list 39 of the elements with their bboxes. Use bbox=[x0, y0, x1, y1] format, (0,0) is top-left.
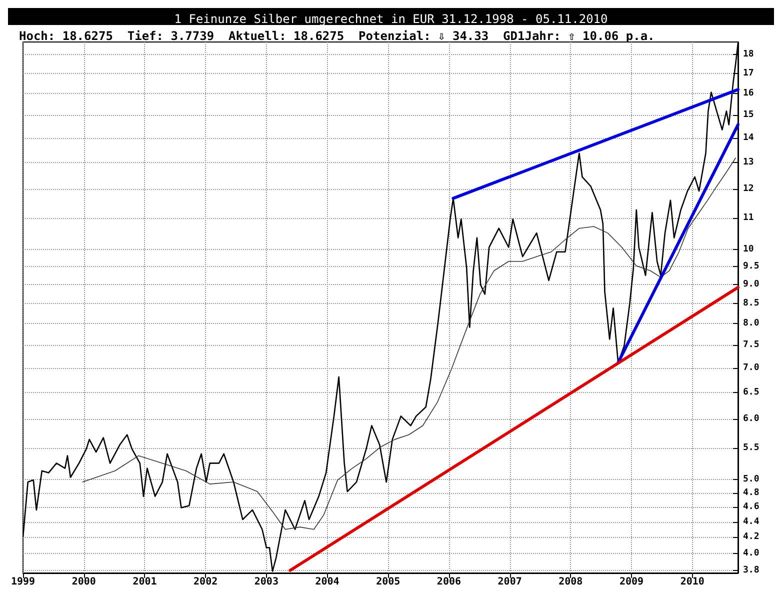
y-tick-label: 8.0 bbox=[743, 318, 760, 329]
x-tick-label: 2008 bbox=[558, 576, 583, 588]
x-tick-label: 2002 bbox=[194, 576, 218, 588]
y-tick-label: 16 bbox=[743, 88, 754, 99]
y-tick-label: 12 bbox=[743, 184, 754, 194]
x-tick-label: 2010 bbox=[680, 576, 704, 588]
y-tick-label: 15 bbox=[743, 110, 754, 120]
y-tick-label: 18 bbox=[743, 50, 754, 60]
y-tick-label: 11 bbox=[743, 212, 754, 223]
x-tick-label: 2003 bbox=[254, 576, 278, 588]
y-tick-label: 17 bbox=[743, 68, 754, 79]
y-tick-label: 3.8 bbox=[743, 565, 760, 576]
y-tick-label: 6.5 bbox=[743, 387, 760, 398]
y-tick-label: 7.5 bbox=[743, 340, 760, 350]
y-tick-label: 10 bbox=[743, 244, 754, 255]
y-tick-label: 9.0 bbox=[743, 279, 760, 290]
x-tick-label: 2000 bbox=[72, 576, 96, 588]
x-tick-label: 1999 bbox=[10, 576, 36, 588]
x-tick-label: 2007 bbox=[498, 576, 522, 588]
y-tick-label: 4.6 bbox=[743, 502, 760, 512]
chart-title: 1 Feinunze Silber umgerechnet in EUR 31.12.1998 - 05.11.2010 bbox=[174, 12, 608, 26]
y-tick-label: 9.5 bbox=[743, 262, 760, 272]
y-tick-label: 4.4 bbox=[743, 516, 760, 527]
y-tick-label: 7.0 bbox=[743, 362, 760, 373]
x-tick-label: 2004 bbox=[315, 576, 340, 588]
y-tick-label: 14 bbox=[743, 132, 754, 143]
y-tick-label: 13 bbox=[743, 158, 754, 168]
y-tick-label: 6.0 bbox=[743, 414, 760, 424]
y-tick-label: 4.8 bbox=[743, 488, 760, 498]
y-tick-label: 5.5 bbox=[743, 442, 760, 453]
chart-subtitle: Hoch: 18.6275 Tief: 3.7739 Aktuell: 18.6275 Potenzial: ⇩ 34.33 GD1Jahr: ⇧ 10.06 p.a. bbox=[19, 29, 655, 43]
y-tick-label: 8.5 bbox=[743, 298, 760, 308]
x-tick-label: 2001 bbox=[132, 576, 157, 588]
y-tick-label: 5.0 bbox=[743, 474, 760, 484]
y-tick-label: 4.0 bbox=[743, 548, 760, 558]
x-tick-label: 2006 bbox=[436, 576, 462, 588]
y-tick-label: 4.2 bbox=[743, 532, 760, 542]
x-tick-label: 2005 bbox=[376, 576, 400, 588]
x-tick-label: 2009 bbox=[619, 576, 644, 588]
